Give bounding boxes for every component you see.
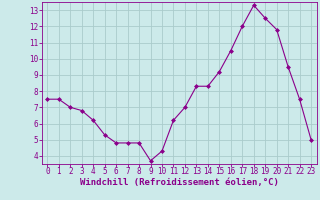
X-axis label: Windchill (Refroidissement éolien,°C): Windchill (Refroidissement éolien,°C) [80,178,279,187]
